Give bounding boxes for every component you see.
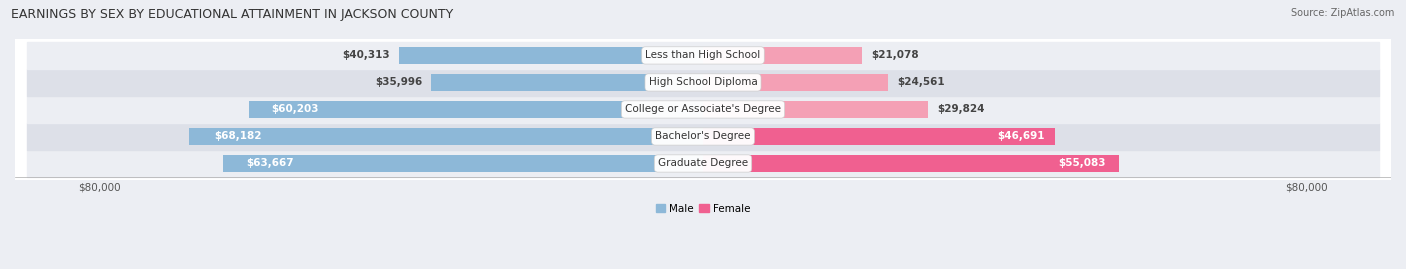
Text: Graduate Degree: Graduate Degree: [658, 158, 748, 168]
Text: $35,996: $35,996: [375, 77, 422, 87]
Text: $63,667: $63,667: [246, 158, 294, 168]
Text: $55,083: $55,083: [1059, 158, 1107, 168]
Bar: [188, 128, 703, 144]
Text: EARNINGS BY SEX BY EDUCATIONAL ATTAINMENT IN JACKSON COUNTY: EARNINGS BY SEX BY EDUCATIONAL ATTAINMEN…: [11, 8, 454, 21]
Bar: [27, 123, 1379, 150]
Bar: [703, 155, 1119, 172]
Text: Source: ZipAtlas.com: Source: ZipAtlas.com: [1291, 8, 1395, 18]
Bar: [249, 101, 703, 118]
Bar: [222, 155, 703, 172]
Bar: [27, 42, 1379, 69]
Bar: [703, 128, 1056, 144]
Legend: Male, Female: Male, Female: [655, 204, 751, 214]
Text: $40,313: $40,313: [342, 50, 389, 61]
Text: College or Associate's Degree: College or Associate's Degree: [626, 104, 780, 114]
Text: $68,182: $68,182: [214, 132, 262, 141]
Text: $60,203: $60,203: [271, 104, 319, 114]
Text: $21,078: $21,078: [872, 50, 918, 61]
Text: $46,691: $46,691: [997, 132, 1045, 141]
Text: Bachelor's Degree: Bachelor's Degree: [655, 132, 751, 141]
Bar: [27, 150, 1379, 177]
Bar: [703, 47, 862, 63]
Text: $24,561: $24,561: [897, 77, 945, 87]
Text: Less than High School: Less than High School: [645, 50, 761, 61]
Text: $29,824: $29,824: [936, 104, 984, 114]
Bar: [27, 96, 1379, 123]
Text: High School Diploma: High School Diploma: [648, 77, 758, 87]
Bar: [27, 69, 1379, 96]
Bar: [703, 101, 928, 118]
Bar: [399, 47, 703, 63]
Bar: [432, 74, 703, 91]
Bar: [703, 74, 889, 91]
